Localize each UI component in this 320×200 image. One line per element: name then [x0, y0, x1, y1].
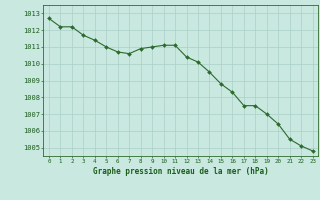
X-axis label: Graphe pression niveau de la mer (hPa): Graphe pression niveau de la mer (hPa): [93, 167, 269, 176]
